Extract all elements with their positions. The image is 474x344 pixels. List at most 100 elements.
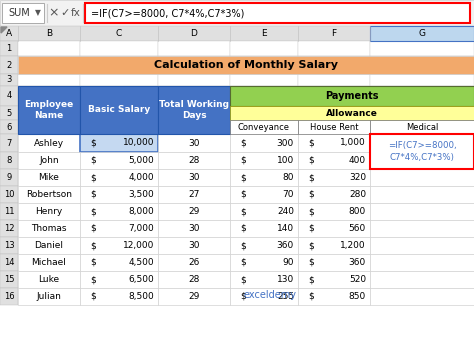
Bar [158,86,230,106]
Bar [18,169,80,186]
Bar [80,134,158,152]
Text: Daniel: Daniel [35,241,64,250]
Bar [80,152,158,169]
Text: $: $ [308,139,314,148]
Text: 28: 28 [188,156,200,165]
Text: $: $ [240,139,246,148]
Bar [370,288,474,305]
Bar [158,41,230,56]
Text: 7,000: 7,000 [128,224,154,233]
Bar [230,86,298,106]
Text: 10: 10 [4,190,14,199]
Text: ▼: ▼ [35,9,41,18]
Text: 8,000: 8,000 [128,207,154,216]
Bar [158,237,230,254]
Bar [230,169,298,186]
Bar [158,74,230,86]
Text: House Rent: House Rent [310,122,358,131]
Text: 5: 5 [6,108,12,118]
Bar [18,106,80,120]
Bar [370,106,474,120]
Text: $: $ [308,241,314,250]
Bar [370,288,474,305]
Bar [18,203,80,220]
Text: 30: 30 [188,139,200,148]
Text: 360: 360 [277,241,294,250]
Bar [158,134,230,152]
Bar [370,169,474,186]
Text: 80: 80 [283,173,294,182]
Text: SUM: SUM [8,8,30,18]
Text: $: $ [240,173,246,182]
Bar [80,254,158,271]
Bar [370,56,474,74]
Bar [370,74,474,86]
Bar [80,220,158,237]
Bar [80,288,158,305]
Text: 3,500: 3,500 [128,190,154,199]
Text: $: $ [240,258,246,267]
Bar [298,186,370,203]
Text: $: $ [90,224,96,233]
Bar [230,152,298,169]
Bar [18,254,80,271]
Text: Robertson: Robertson [26,190,72,199]
Text: Conveyance: Conveyance [238,122,290,131]
Bar [370,203,474,220]
Text: 320: 320 [349,173,366,182]
Bar [370,169,474,186]
Bar [158,106,230,120]
Text: 6: 6 [6,122,12,131]
Bar [158,220,230,237]
Bar [230,41,298,56]
Text: =IF(C7>=8000, C7*4%,C7*3%): =IF(C7>=8000, C7*4%,C7*3%) [91,8,245,18]
Text: Henry: Henry [36,207,63,216]
Text: C: C [116,29,122,38]
Bar [298,220,370,237]
Text: 8,500: 8,500 [128,292,154,301]
Bar [18,152,80,169]
Text: $: $ [90,190,96,199]
Text: A: A [6,29,12,38]
Bar [298,271,370,288]
Text: Thomas: Thomas [31,224,67,233]
Bar [80,86,158,134]
Bar [18,186,80,203]
Bar [18,220,80,237]
Bar [80,203,158,220]
Bar [80,220,158,237]
Bar [298,152,370,169]
Bar [18,134,80,152]
Bar [298,120,370,134]
Bar [230,220,298,237]
Text: 14: 14 [4,258,14,267]
Bar [0,134,18,152]
Bar [0,152,18,169]
Text: 360: 360 [349,258,366,267]
Text: 4,500: 4,500 [128,258,154,267]
Bar [158,120,230,134]
Bar [370,41,474,56]
Text: $: $ [308,156,314,165]
Text: $: $ [90,173,96,182]
Text: $: $ [90,258,96,267]
Bar [158,152,230,169]
Text: $: $ [240,224,246,233]
Bar [0,86,18,106]
Bar [80,86,158,106]
Bar [18,152,80,169]
Bar [158,169,230,186]
Bar [0,0,474,26]
Bar [0,26,474,41]
Bar [370,237,474,254]
Text: 8: 8 [6,156,12,165]
Text: 1,200: 1,200 [340,241,366,250]
Bar [158,288,230,305]
Bar [158,237,230,254]
Bar [18,186,80,203]
Text: $: $ [240,275,246,284]
Bar [158,220,230,237]
Text: 4: 4 [6,92,12,100]
Bar [18,203,80,220]
Bar [230,169,298,186]
